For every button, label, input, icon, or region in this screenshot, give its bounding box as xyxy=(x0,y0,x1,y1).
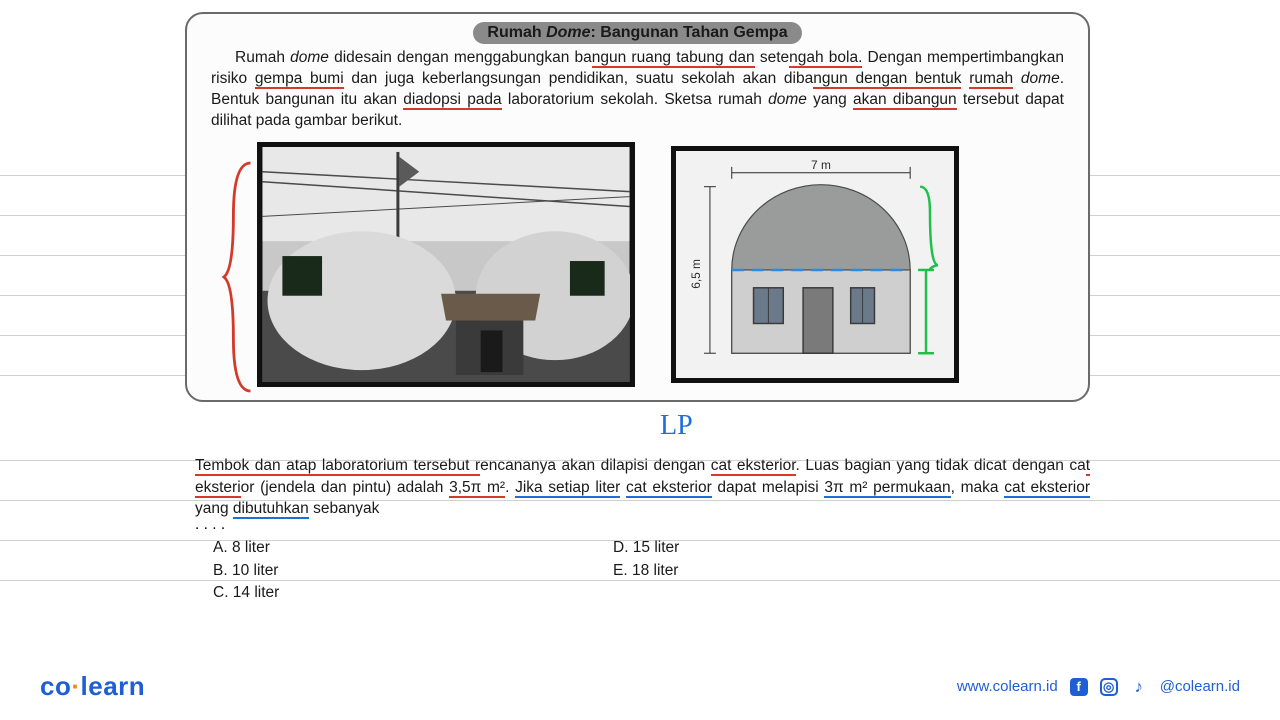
q-n: , maka xyxy=(951,479,1005,496)
footer-url[interactable]: www.colearn.id xyxy=(957,678,1058,695)
p-s1a: Rumah xyxy=(235,49,290,66)
p-s1m: yang xyxy=(807,91,853,108)
ellipsis-dots: . . . . xyxy=(195,520,1090,529)
footer-right: www.colearn.id f ◎ ♪ @colearn.id xyxy=(957,678,1240,696)
logo-dot: · xyxy=(71,671,80,701)
p-s1c: didesain dengan menggabungkan ba xyxy=(329,49,592,66)
title-italic: Dome xyxy=(546,24,590,41)
p-s1h xyxy=(1013,70,1021,87)
instagram-icon[interactable]: ◎ xyxy=(1100,678,1118,696)
p-s1d: sete xyxy=(755,49,789,66)
logo: co·learn xyxy=(40,671,145,702)
figures-row: 7 m 6,5 m xyxy=(211,142,1064,387)
q-h: . xyxy=(505,479,515,496)
p-s1l: dome xyxy=(768,91,807,108)
logo-right: learn xyxy=(81,671,146,701)
footer-handle[interactable]: @colearn.id xyxy=(1160,678,1240,695)
title-row: Rumah Dome: Bangunan Tahan Gempa xyxy=(211,22,1064,44)
tiktok-icon[interactable]: ♪ xyxy=(1130,678,1148,696)
q-g: 3,5π m² xyxy=(449,479,505,498)
option-b[interactable]: B. 10 liter xyxy=(213,560,595,582)
facebook-icon[interactable]: f xyxy=(1070,678,1088,696)
q-a: Tembok dan atap laboratorium tersebut r xyxy=(195,457,480,476)
title-highlight: Rumah Dome: Bangunan Tahan Gempa xyxy=(473,22,801,44)
width-label: 7 m xyxy=(811,158,831,172)
option-a[interactable]: A. 8 liter xyxy=(213,537,595,559)
footer: co·learn www.colearn.id f ◎ ♪ @colearn.i… xyxy=(0,671,1280,702)
option-c[interactable]: C. 14 liter xyxy=(213,582,595,604)
question-block: Tembok dan atap laboratorium tersebut re… xyxy=(195,455,1090,605)
q-i: Jika setiap liter xyxy=(515,479,620,498)
height-label: 6,5 m xyxy=(689,259,703,289)
photo-svg xyxy=(262,147,630,382)
diagram-svg: 7 m 6,5 m xyxy=(676,151,954,378)
q-q: dibutuhkan xyxy=(233,500,309,519)
options: A. 8 liter B. 10 liter C. 14 liter D. 15… xyxy=(195,537,1090,604)
p-s1k: laboratorium sekolah. Sketsa rumah xyxy=(502,91,768,108)
p-s1i: dome xyxy=(1021,70,1060,87)
problem-box: Rumah Dome: Bangunan Tahan Gempa Rumah d… xyxy=(185,12,1090,402)
q-d: . Luas bagian yang tidak dicat dengan ca xyxy=(796,457,1086,474)
lp-annotation: LP xyxy=(660,410,693,442)
p-ul6: diadopsi pada xyxy=(403,91,501,110)
curly-brace-annotation xyxy=(222,152,260,402)
p-s1b: dome xyxy=(290,49,329,66)
q-o: cat eksterior xyxy=(1004,479,1090,498)
logo-left: co xyxy=(40,671,71,701)
options-left: A. 8 liter B. 10 liter C. 14 liter xyxy=(195,537,595,604)
p-ul7: akan dibangun xyxy=(853,91,957,110)
p-ul3: gempa bumi xyxy=(255,70,344,89)
q-l: dapat melapisi xyxy=(712,479,825,496)
p-s1f: dan juga keberlangsungan pendidikan, sua… xyxy=(344,70,814,87)
dome-diagram: 7 m 6,5 m xyxy=(671,146,959,383)
q-c: cat eksterior xyxy=(711,457,796,476)
q-r2: sebanyak xyxy=(309,500,380,517)
dome-photo xyxy=(257,142,635,387)
p-ul5: rumah xyxy=(969,70,1013,89)
option-e[interactable]: E. 18 liter xyxy=(613,560,679,582)
question-text: Tembok dan atap laboratorium tersebut re… xyxy=(195,455,1090,520)
q-m: 3π m² permukaan xyxy=(824,479,950,498)
body-paragraph: Rumah dome didesain dengan menggabungkan… xyxy=(211,48,1064,132)
p-ul4: ngun dengan bentuk xyxy=(813,70,961,89)
p-ul2: ngah bola. xyxy=(789,49,862,68)
p-ul1: ngun ruang tabung dan xyxy=(592,49,755,68)
q-k: cat eksterior xyxy=(626,479,712,498)
options-right: D. 15 liter E. 18 liter xyxy=(595,537,679,604)
q-f: or (jendela dan pintu) adalah xyxy=(241,479,449,496)
title-suffix: : Bangunan Tahan Gempa xyxy=(591,24,788,41)
q-b: encananya akan dilapisi dengan xyxy=(480,457,711,474)
q-p: yang xyxy=(195,500,233,517)
option-d[interactable]: D. 15 liter xyxy=(613,537,679,559)
title-prefix: Rumah xyxy=(487,24,546,41)
